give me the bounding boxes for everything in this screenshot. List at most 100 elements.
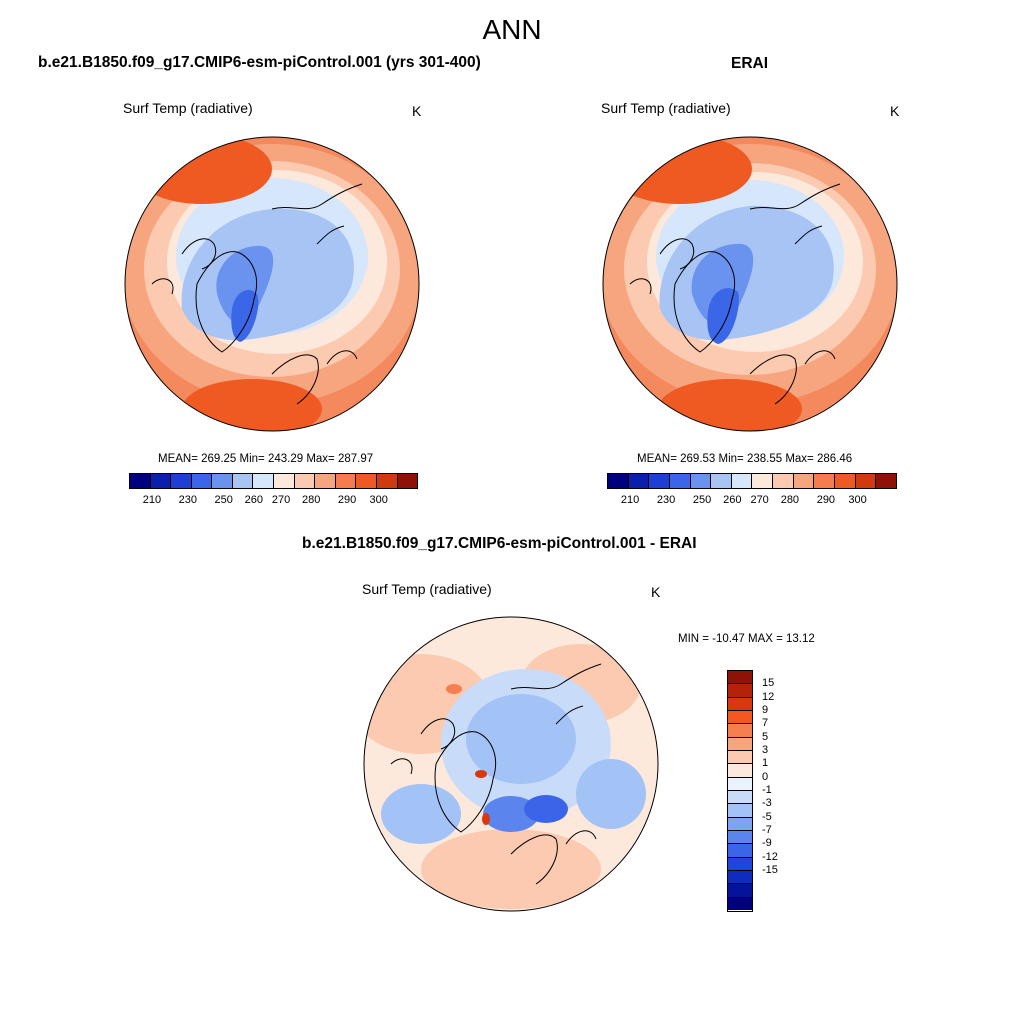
colorbar-swatch [728,804,752,818]
colorbar-swatch [728,884,752,898]
colorbar-swatch [728,830,752,845]
colorbar-swatch [376,474,398,488]
colorbar-swatch [232,474,254,488]
coastline-greenland [434,731,497,833]
colorbar-swatch [191,474,213,488]
field-warm-pacific [608,137,752,204]
field-neg-7 [524,795,568,823]
colorbar-tick-label: 260 [244,494,264,506]
colorbar-swatch [649,474,670,488]
field-neg-3 [466,694,576,784]
colorbar-level-label: -1 [762,784,772,796]
colorbar-swatch [793,474,815,488]
model-panel-title: b.e21.B1850.f09_g17.CMIP6-esm-piControl.… [38,54,481,71]
colorbar-level-label: 3 [762,744,769,756]
colorbar-swatch [728,790,752,805]
colorbar-swatch [628,474,650,488]
field-neg-3 [381,784,461,844]
diff-polar-map [363,616,659,912]
obs-colorbar-ticks: 210 230 250 260 270 280 290 300 [607,494,895,508]
model-colorbar [129,473,418,489]
figure-title: ANN [482,14,542,45]
colorbar-swatch [150,474,172,488]
coastline-siberia [749,183,841,245]
obs-units-label: K [890,103,900,119]
colorbar-level-label: -7 [762,824,772,836]
coastline-canada [390,718,456,775]
colorbar-tick-label: 300 [848,494,867,506]
colorbar-swatch [130,474,151,488]
field-pos-9 [475,770,487,778]
field-band-245 [216,245,274,324]
colorbar-tick-label: 270 [271,494,291,506]
colorbar-swatch [335,474,357,488]
colorbar-swatch [171,474,192,488]
coastline-greenland [195,251,258,353]
field-neg-3 [576,759,646,829]
model-variable-label: Surf Temp (radiative) [123,100,253,116]
colorbar-level-label: 12 [762,690,775,703]
colorbar-swatch [711,474,732,488]
colorbar-level-label: -12 [762,850,778,863]
colorbar-swatch [294,474,316,488]
colorbar-tick-label: 290 [816,494,836,506]
coastline-canada [629,238,695,295]
coastline-scandinavia [510,830,597,885]
colorbar-swatch [728,777,752,791]
diff-units-label: K [651,584,661,600]
obs-panel-title: ERAI [731,55,769,72]
colorbar-level-label: 9 [762,704,769,716]
field-pos-1 [421,829,601,909]
field-band-240 [231,289,259,342]
colorbar-swatch [855,474,877,488]
colorbar-level-label: 7 [762,717,769,730]
diff-colorbar-labels: 15 12 9 7 5 3 1 0 -1 -3 -5 -7 -9 -12 -15 [762,670,802,910]
model-stats: MEAN= 269.25 Min= 243.29 Max= 287.97 [158,453,374,465]
colorbar-swatch [773,474,794,488]
colorbar-swatch [876,474,896,488]
colorbar-tick-label: 290 [337,494,357,506]
diff-colorbar [727,670,753,912]
field-pos-7 [446,684,462,694]
colorbar-swatch [728,750,752,765]
colorbar-swatch [728,857,752,871]
colorbar-swatch [835,474,856,488]
colorbar-swatch [274,474,295,488]
colorbar-swatch [356,474,377,488]
colorbar-swatch [728,671,752,685]
coastline-siberia [510,663,602,725]
coastline-siberia [271,183,363,245]
model-colorbar-ticks: 210 230 250 260 270 280 290 300 [129,494,416,508]
colorbar-swatch [814,474,836,488]
coastline-scandinavia [749,350,836,405]
diff-panel-title: b.e21.B1850.f09_g17.CMIP6-esm-piControl.… [302,535,697,552]
colorbar-swatch [397,474,418,488]
colorbar-swatch [728,764,752,778]
obs-colorbar [607,473,897,489]
colorbar-level-label: 15 [762,677,775,690]
colorbar-level-label: -9 [762,837,772,850]
obs-variable-label: Surf Temp (radiative) [601,100,731,116]
map-outline [602,136,898,432]
map-outline [124,136,420,432]
colorbar-tick-label: 270 [750,494,769,506]
map-outline [363,616,659,912]
obs-stats: MEAN= 269.53 Min= 238.55 Max= 286.46 [637,453,853,465]
colorbar-swatch [212,474,233,488]
colorbar-level-label: -5 [762,810,772,823]
coastline-greenland [673,251,736,353]
colorbar-level-label: 0 [762,770,769,783]
colorbar-tick-label: 260 [723,494,742,506]
colorbar-tick-label: 280 [780,494,800,506]
colorbar-swatch [690,474,712,488]
colorbar-swatch [669,474,691,488]
colorbar-swatch [728,697,752,711]
obs-polar-map [602,136,898,432]
colorbar-swatch [608,474,629,488]
colorbar-level-label: -15 [762,864,778,876]
colorbar-swatch [728,870,752,885]
field-pos-9 [482,813,490,825]
diff-stats: MIN = -10.47 MAX = 13.12 [678,633,815,645]
colorbar-tick-label: 210 [620,494,640,506]
coastline-scandinavia [271,350,358,405]
